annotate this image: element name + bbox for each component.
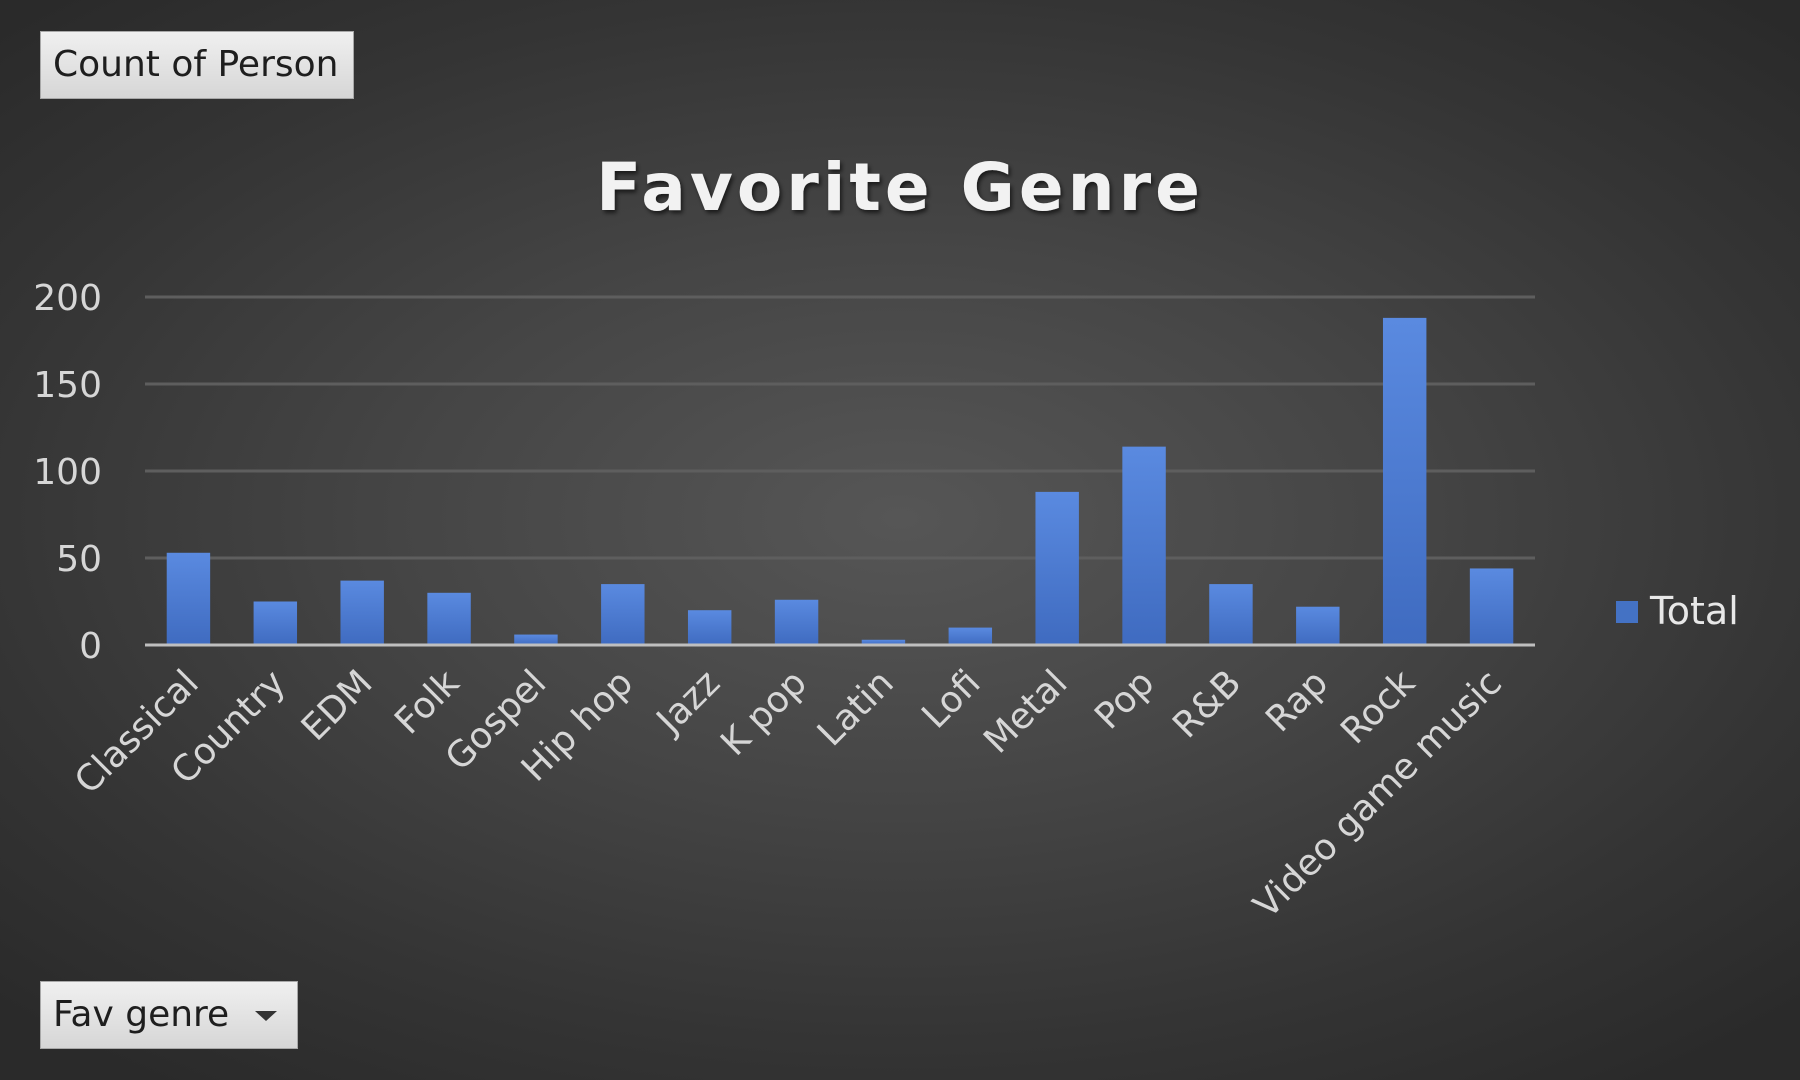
axis-field-button[interactable]: Fav genre (40, 981, 298, 1049)
y-tick-label: 100 (33, 452, 102, 493)
x-tick-label: Jazz (648, 662, 728, 742)
bar-gospel[interactable] (514, 634, 558, 645)
x-tick-label: Lofi (914, 662, 988, 736)
bar-country[interactable] (253, 601, 298, 646)
value-field-button[interactable]: Count of Person (40, 31, 354, 99)
bar-jazz[interactable] (687, 610, 732, 645)
legend-label: Total (1649, 589, 1739, 633)
bar-hip-hop[interactable] (601, 584, 645, 645)
bars (166, 317, 1514, 646)
y-tick-label: 50 (56, 539, 102, 580)
bar-pop[interactable] (1122, 446, 1166, 645)
bar-k-pop[interactable] (774, 599, 819, 645)
x-tick-label: K pop (713, 662, 815, 764)
bar-classical[interactable] (166, 552, 211, 645)
legend-swatch (1616, 601, 1638, 623)
bar-edm[interactable] (340, 580, 384, 645)
y-tick-label: 150 (33, 365, 102, 406)
x-tick-label: Latin (810, 662, 902, 754)
x-tick-label: R&B (1165, 662, 1249, 746)
x-tick-label: Rap (1258, 662, 1336, 740)
bar-folk[interactable] (427, 592, 471, 645)
bar-lofi[interactable] (948, 627, 993, 645)
y-tick-label: 0 (79, 626, 102, 667)
chart-title: Favorite Genre (596, 149, 1204, 226)
value-field-label: Count of Person (53, 44, 339, 85)
x-tick-label: Pop (1087, 662, 1162, 737)
chevron-down-icon[interactable] (255, 1011, 277, 1021)
bar-metal[interactable] (1035, 491, 1079, 645)
x-tick-label: Folk (387, 662, 467, 742)
y-tick-labels: 0 50 100 150 200 (33, 278, 102, 667)
bar-rock[interactable] (1382, 317, 1427, 645)
gridlines (145, 295, 1535, 560)
bar-video-game-music[interactable] (1469, 568, 1514, 645)
y-tick-label: 200 (33, 278, 102, 319)
x-tick-label: EDM (294, 662, 381, 749)
x-tick-label: Metal (976, 662, 1075, 761)
legend[interactable]: Total (1616, 589, 1739, 633)
bar-latin[interactable] (861, 639, 906, 645)
bar-r-b[interactable] (1209, 584, 1253, 645)
bar-rap[interactable] (1296, 606, 1340, 645)
axis-field-label: Fav genre (53, 994, 230, 1035)
